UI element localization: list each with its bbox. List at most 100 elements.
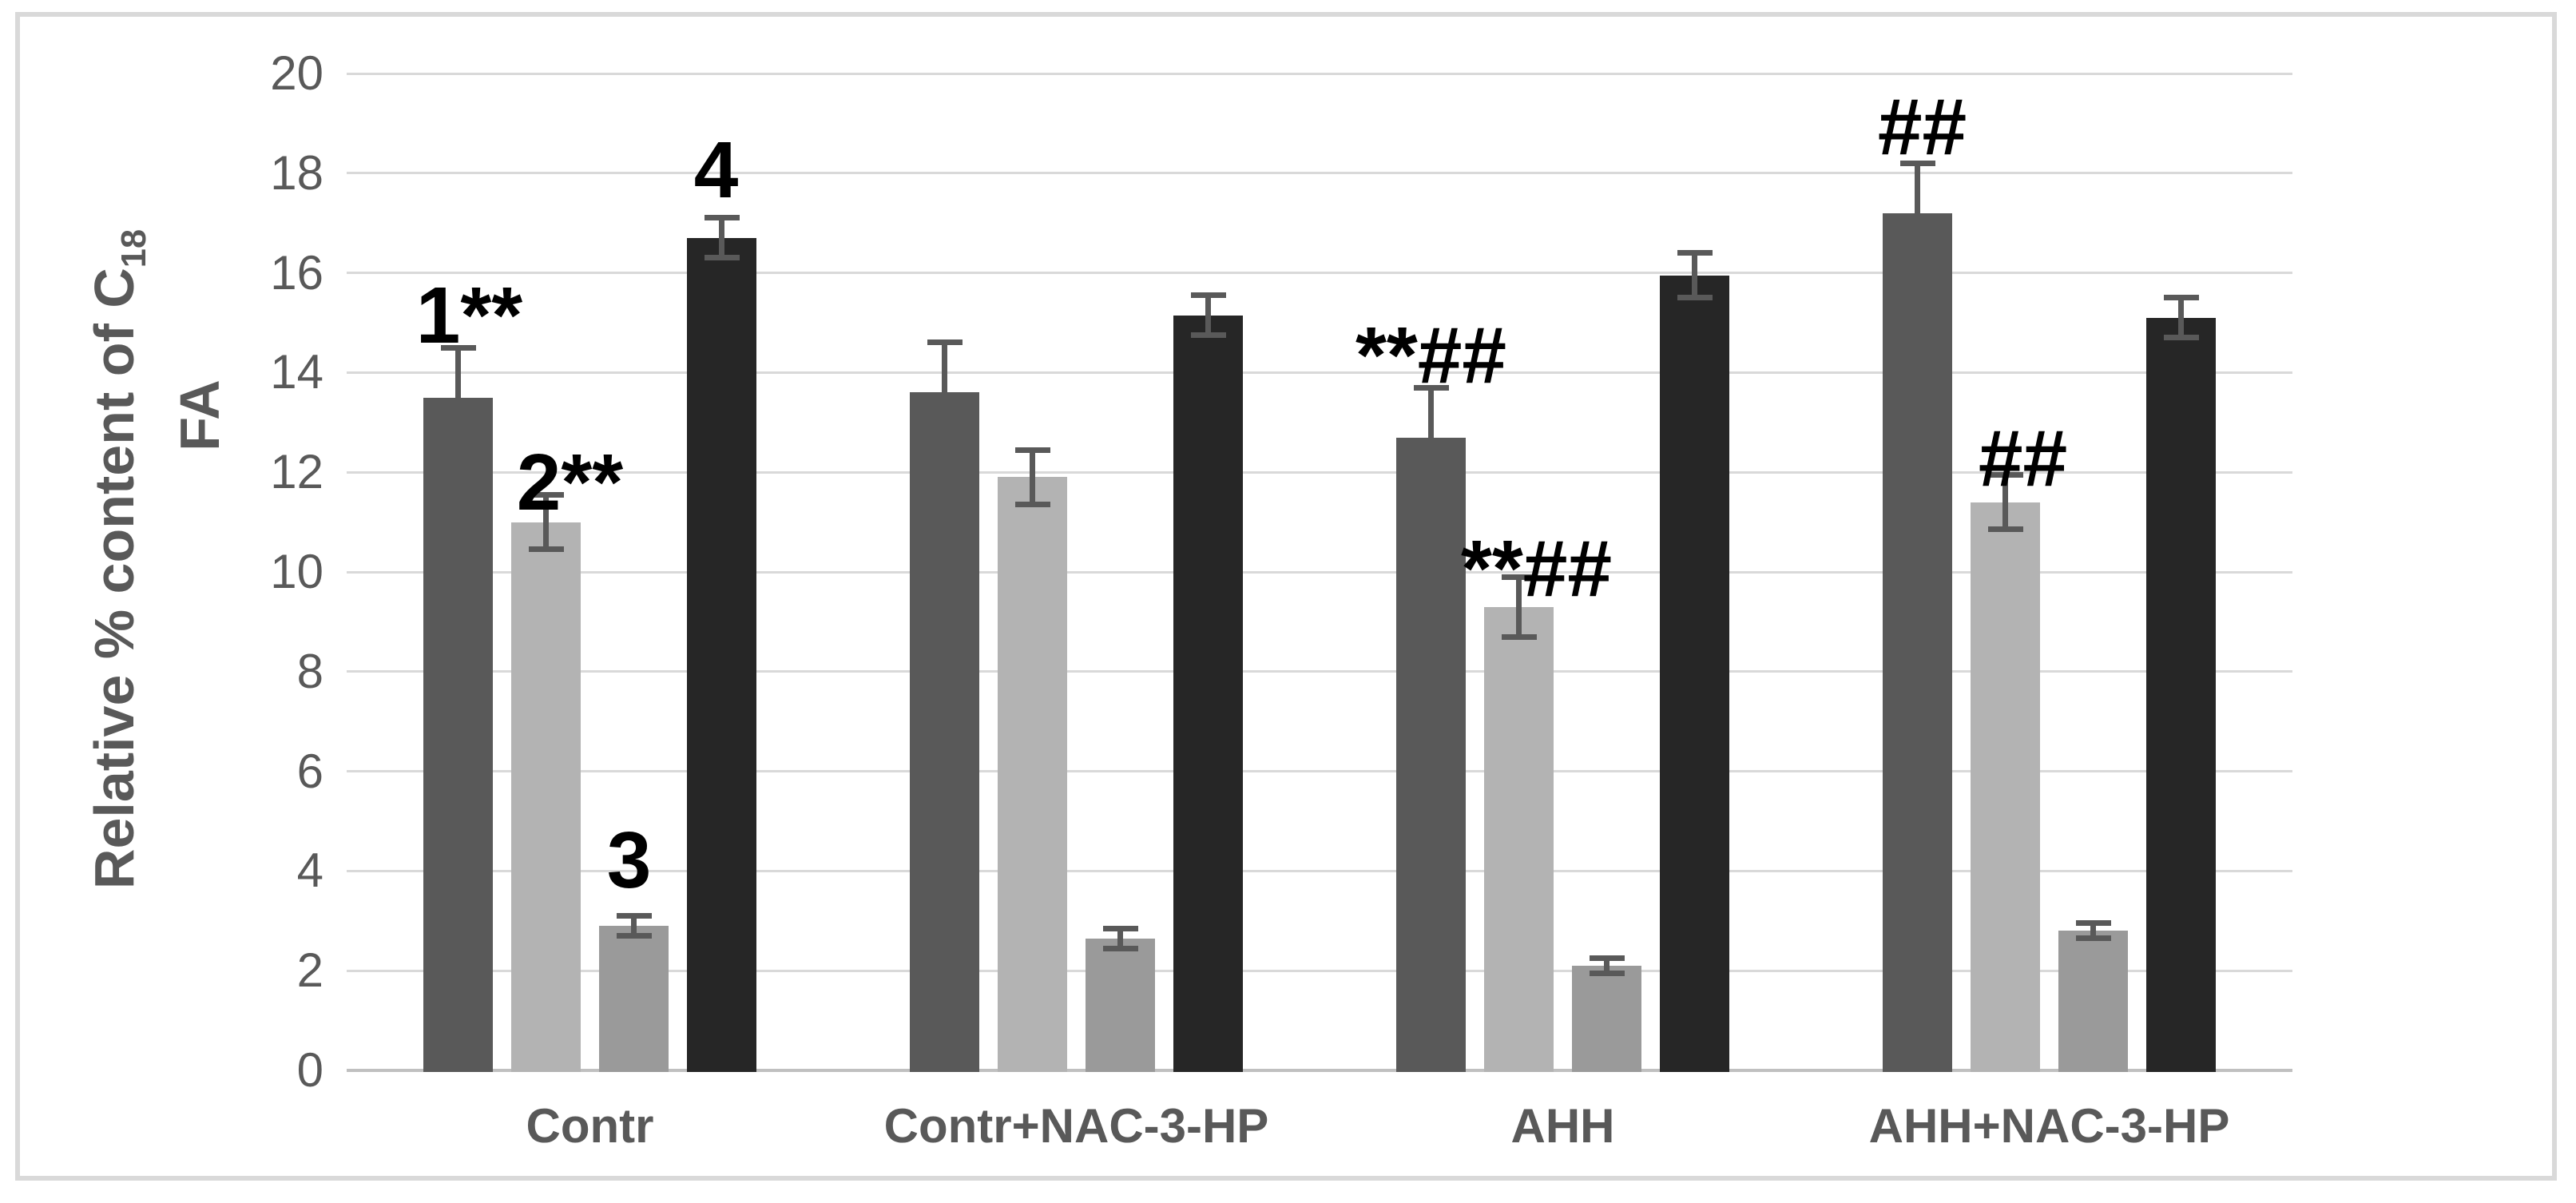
error-cap-bottom-series1-Contr xyxy=(440,444,476,451)
bar-series4-Contr+NAC-3-HP xyxy=(1173,315,1243,1072)
y-tick-label-0: 0 xyxy=(296,1043,323,1097)
y-axis-title-subscript: 18 xyxy=(115,228,154,268)
error-cap-bottom-series4-AHH xyxy=(1677,295,1713,301)
error-bar-series2-AHH+NAC-3-HP xyxy=(2002,474,2008,530)
error-bar-series4-Contr+NAC-3-HP xyxy=(1205,295,1211,335)
gridline-4 xyxy=(347,869,2292,872)
bar-series3-AHH+NAC-3-HP xyxy=(2058,931,2128,1072)
gridline-8 xyxy=(347,670,2292,673)
annotation-4: 4 xyxy=(693,125,739,215)
error-cap-top-series1-AHH xyxy=(1413,384,1449,391)
bar-series3-Contr+NAC-3-HP xyxy=(1086,938,1155,1072)
error-cap-bottom-series3-Contr xyxy=(616,933,652,939)
gridline-20 xyxy=(347,72,2292,75)
bar-series4-AHH+NAC-3-HP xyxy=(2146,317,2216,1072)
error-cap-top-series2-Contr+NAC-3-HP xyxy=(1014,447,1050,453)
gridline-16 xyxy=(347,272,2292,275)
gridline-14 xyxy=(347,371,2292,374)
annotation-3: 3 xyxy=(606,815,652,905)
y-tick-label-8: 8 xyxy=(296,644,323,698)
y-tick-label-18: 18 xyxy=(270,145,323,200)
annotation-8: ## xyxy=(1978,414,2068,504)
bar-series1-Contr+NAC-3-HP xyxy=(910,392,979,1072)
error-cap-top-series4-AHH+NAC-3-HP xyxy=(2163,295,2199,301)
bar-series1-AHH xyxy=(1396,437,1466,1072)
y-axis-title-line1: Relative % content of C18 xyxy=(78,0,154,1158)
error-cap-top-series2-AHH xyxy=(1501,574,1537,580)
error-cap-bottom-series1-AHH xyxy=(1413,484,1449,490)
error-bar-series3-Contr xyxy=(631,915,637,936)
bar-series2-AHH xyxy=(1484,606,1554,1072)
error-cap-bottom-series2-Contr+NAC-3-HP xyxy=(1014,502,1050,508)
y-tick-label-16: 16 xyxy=(270,245,323,300)
error-cap-top-series1-AHH+NAC-3-HP xyxy=(1899,160,1935,166)
gridline-18 xyxy=(347,172,2292,175)
error-bar-series3-AHH+NAC-3-HP xyxy=(2090,923,2096,939)
y-tick-label-12: 12 xyxy=(270,445,323,499)
error-bar-series2-Contr xyxy=(543,494,549,550)
x-axis-label-AHH: AHH xyxy=(1510,1099,1615,1153)
error-cap-bottom-series1-Contr+NAC-3-HP xyxy=(927,439,963,446)
error-cap-top-series1-Contr+NAC-3-HP xyxy=(927,339,963,346)
bar-series3-AHH xyxy=(1572,965,1641,1072)
error-cap-top-series3-Contr+NAC-3-HP xyxy=(1102,925,1138,931)
y-tick-label-6: 6 xyxy=(296,744,323,798)
gridline-6 xyxy=(347,770,2292,773)
x-axis-label-Contr+NAC-3-HP: Contr+NAC-3-HP xyxy=(883,1099,1269,1153)
gridline-10 xyxy=(347,570,2292,574)
error-bar-series3-Contr+NAC-3-HP xyxy=(1117,928,1123,949)
x-axis-label-Contr: Contr xyxy=(526,1099,654,1153)
error-cap-top-series3-AHH xyxy=(1589,955,1625,962)
annotation-5: **## xyxy=(1355,311,1507,401)
bar-series4-Contr xyxy=(687,237,756,1072)
annotation-1: 1** xyxy=(415,271,523,361)
bar-series3-Contr xyxy=(599,926,669,1072)
error-bar-series1-AHH+NAC-3-HP xyxy=(1915,163,1920,264)
bar-series2-Contr+NAC-3-HP xyxy=(998,477,1067,1072)
error-cap-top-series2-AHH+NAC-3-HP xyxy=(1987,471,2023,478)
y-tick-label-20: 20 xyxy=(270,46,323,100)
error-bar-series1-AHH xyxy=(1428,387,1434,487)
error-cap-top-series3-Contr xyxy=(616,913,652,919)
chart-frame-border xyxy=(15,12,2557,1181)
error-cap-bottom-series3-AHH+NAC-3-HP xyxy=(2075,935,2111,942)
error-cap-top-series1-Contr xyxy=(440,344,476,351)
annotation-6: **## xyxy=(1460,524,1613,614)
bar-series1-Contr xyxy=(423,397,493,1072)
error-cap-bottom-series4-AHH+NAC-3-HP xyxy=(2163,335,2199,341)
error-cap-bottom-series1-AHH+NAC-3-HP xyxy=(1899,260,1935,266)
gridline-12 xyxy=(347,470,2292,474)
error-cap-top-series3-AHH+NAC-3-HP xyxy=(2075,920,2111,927)
y-tick-label-4: 4 xyxy=(296,844,323,898)
error-bar-series2-AHH xyxy=(1516,577,1522,637)
error-cap-bottom-series2-AHH+NAC-3-HP xyxy=(1987,526,2023,533)
error-bar-series4-AHH xyxy=(1692,252,1697,298)
error-cap-bottom-series2-AHH xyxy=(1501,633,1537,640)
y-tick-label-10: 10 xyxy=(270,545,323,598)
bar-series4-AHH xyxy=(1660,275,1729,1072)
error-cap-top-series4-AHH xyxy=(1677,250,1713,256)
error-cap-top-series4-Contr xyxy=(704,215,740,221)
error-cap-bottom-series3-AHH xyxy=(1589,970,1625,976)
y-tick-label-14: 14 xyxy=(270,345,323,399)
bar-series2-Contr xyxy=(511,522,581,1072)
bar-series1-AHH+NAC-3-HP xyxy=(1883,212,1952,1072)
error-bar-series4-AHH+NAC-3-HP xyxy=(2178,297,2184,338)
error-cap-bottom-series2-Contr xyxy=(528,546,564,553)
annotation-7: ## xyxy=(1877,82,1967,173)
y-tick-label-2: 2 xyxy=(296,943,323,998)
y-axis-title-main: Relative % content of C xyxy=(83,268,145,890)
annotation-2: 2** xyxy=(516,438,624,528)
error-bar-series1-Contr xyxy=(455,347,461,447)
error-cap-top-series4-Contr+NAC-3-HP xyxy=(1190,292,1226,299)
gridline-2 xyxy=(347,969,2292,972)
error-bar-series4-Contr xyxy=(719,217,724,258)
error-bar-series2-Contr+NAC-3-HP xyxy=(1030,450,1035,505)
x-axis-line xyxy=(347,1069,2292,1072)
error-bar-series1-Contr+NAC-3-HP xyxy=(942,342,947,443)
error-cap-top-series2-Contr xyxy=(528,491,564,498)
x-axis-label-AHH+NAC-3-HP: AHH+NAC-3-HP xyxy=(1868,1099,2230,1153)
error-cap-bottom-series4-Contr+NAC-3-HP xyxy=(1190,332,1226,339)
error-bar-series3-AHH xyxy=(1604,958,1610,974)
